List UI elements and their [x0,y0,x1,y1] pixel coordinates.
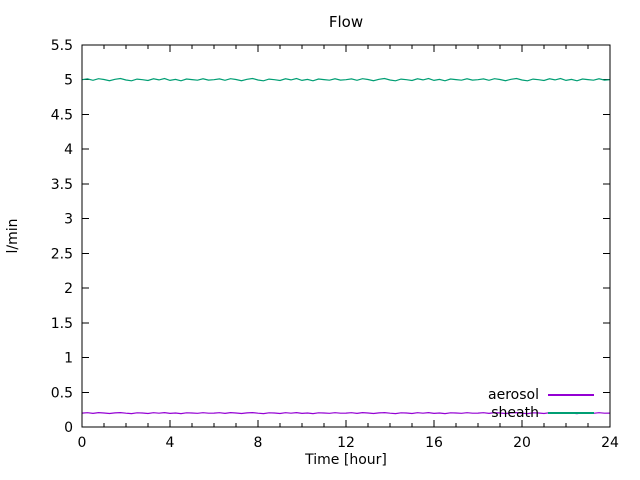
x-axis-label: Time [hour] [305,452,387,468]
y-tick-label: 0.5 [51,385,73,401]
x-tick-label: 12 [337,435,355,451]
x-tick-label: 24 [601,435,619,451]
legend-line-sample-sheath [548,412,594,414]
y-tick-label: 3 [64,212,73,228]
series-line-sheath [81,77,611,82]
x-tick-label: 0 [78,435,87,451]
y-tick-label: 2 [64,281,73,297]
series-line-aerosol [81,411,611,415]
chart-title: Flow [328,13,364,31]
legend-line-sample-aerosol [548,394,594,396]
axis-ticks [81,44,611,428]
x-tick-label: 16 [425,435,443,451]
plot-border [81,44,611,428]
y-tick-label: 5.5 [51,38,73,54]
legend-entry-sheath: sheath [488,404,594,422]
y-tick-label: 5 [64,73,73,89]
legend-label-sheath: sheath [491,405,539,421]
y-tick-label: 1 [64,351,73,367]
y-tick-label: 4.5 [51,107,73,123]
y-tick-label: 4 [64,142,73,158]
y-tick-label: 0 [64,420,73,436]
legend: aerosol sheath [488,386,594,422]
x-tick-label: 4 [166,435,175,451]
y-tick-label: 1.5 [51,316,73,332]
legend-entry-aerosol: aerosol [488,386,594,404]
y-tick-label: 2.5 [51,246,73,262]
x-tick-label: 20 [513,435,531,451]
x-tick-label: 8 [254,435,263,451]
axis-tick-labels: 0 4 8 12 16 20 24 0 0.5 1 1.5 2 2.5 3 3.5 4 4.5 5 5.5 [51,38,619,451]
data-series-lines [81,77,611,415]
legend-label-aerosol: aerosol [488,387,539,403]
y-axis-label: l/min [5,218,21,254]
y-tick-label: 3.5 [51,177,73,193]
